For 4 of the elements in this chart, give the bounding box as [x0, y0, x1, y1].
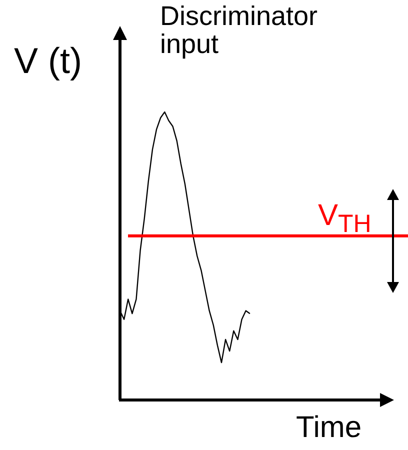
y-axis-title: V (t) [14, 40, 82, 81]
x-axis-title: Time [296, 411, 362, 444]
chart-title: Discriminator input [160, 1, 319, 60]
ref-line-label: V$_{TH}$ [318, 199, 372, 238]
